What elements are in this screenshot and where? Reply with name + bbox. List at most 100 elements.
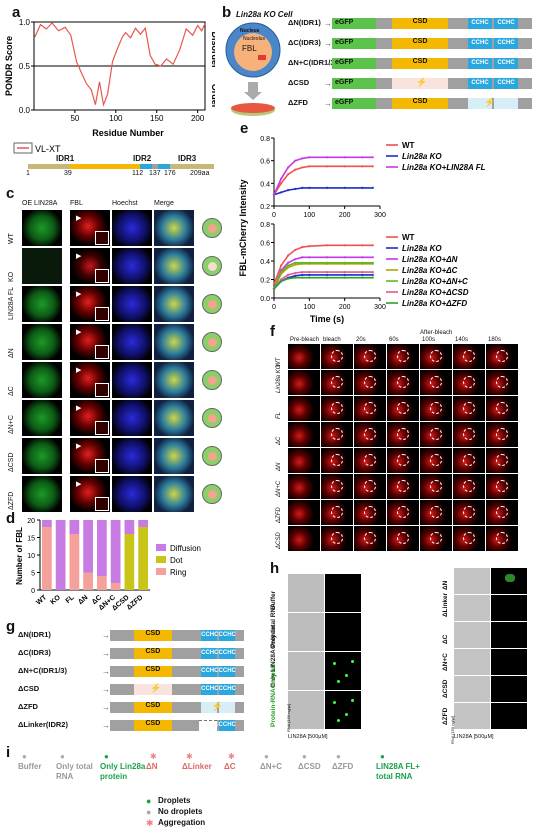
row-label: ΔZFD [8,491,15,510]
frap-image-cell [486,370,518,395]
frap-point [361,256,364,259]
legend-text: Lin28a KO+LIN28A FL [402,163,486,172]
x-tick-label: 150 [150,114,164,123]
column-header: 180s [488,337,502,343]
microscopy-cell [22,438,62,474]
frap-point [343,156,346,159]
frap-point [361,276,364,279]
frap-point [308,186,311,190]
row-label: ΔCSD [442,679,449,698]
construct-label: ΔCSD [288,78,310,87]
arrowhead-icon: ▶ [76,253,82,260]
frap-point [325,270,329,274]
row-label: ΔN [8,348,15,358]
frap-image-cell [288,526,320,551]
cchc-domain: CCHC [218,684,236,695]
frap-point [371,186,375,190]
row-label: ΔN [442,580,449,590]
microscopy-cell [22,324,62,360]
arrow-icon: → [324,19,332,28]
frap-point [286,264,290,267]
csd-domain: CSD [134,648,172,659]
frap-image-cell [420,422,452,447]
frap-series-line [273,244,373,285]
x-tick-label: 100 [109,114,123,123]
bleach-circle [397,350,409,362]
y-tick-label: 1.0 [19,18,31,27]
frap-point [272,287,276,290]
arrowhead-icon: ▶ [76,443,82,450]
category-label: WT [35,594,48,607]
panel-d-label: d [6,510,16,527]
frap-image-cell [321,344,353,369]
cchc-domain: CCHC [468,38,492,49]
frap-image-cell [420,526,452,551]
aggregation-icon: ✱ [146,818,154,828]
x-tick-label: 0 [272,304,276,311]
y-tick-label: 0.6 [260,159,270,166]
frap-point [361,273,364,277]
frap-point [308,270,311,274]
frap-image-cell [288,474,320,499]
brightfield-cell [454,703,490,729]
bar-segment [138,527,148,590]
frap-point [325,186,329,190]
fluorescence-cell [491,595,527,621]
fluorescence-cell [491,622,527,648]
fluorescence-cell [491,649,527,675]
frap-image-cell [420,500,452,525]
microscopy-cell [22,248,62,284]
y-axis-label: PONDR Score [4,36,14,96]
y-tick-label: 0 [31,588,35,595]
microscopy-cell [22,362,62,398]
frap-image-cell [321,474,353,499]
cell-title: Lin28a KO Cell [236,10,293,19]
frap-point [343,273,346,277]
category-label: ΔN [77,594,89,606]
column-header: Pre-bleach [290,337,320,343]
bleach-circle [364,532,376,544]
construct-label: ΔCSD [18,684,40,693]
cchc-domain: CCHC [201,666,218,677]
x-axis-label: Residue Number [92,128,164,138]
fluorescence-cell [491,703,527,729]
droplet-icon: ● [104,752,109,761]
microscopy-cell [154,438,194,474]
frap-image-cell [453,500,485,525]
csd-domain: CSD [134,702,172,713]
y-tick-label: 0.4 [260,259,270,266]
bleach-circle [430,350,442,362]
nucleolus-icon [208,262,217,271]
deleted-csd-domain [134,684,172,695]
frap-point [294,271,297,275]
bar-segment [69,534,80,590]
schematic-icon [202,256,222,276]
egfp-domain: eGFP [332,98,376,109]
fluorescence-cell [325,691,361,729]
nucleolus-icon [208,224,217,233]
frap-point [294,276,297,279]
frap-point [308,273,311,277]
legend-text: Lin28a KO+ΔZFD [402,299,467,308]
bleach-circle [364,350,376,362]
frap-point [325,276,329,279]
schematic-icon [202,218,222,238]
idr-tick: 209aa [190,170,210,177]
frap-point [343,256,346,259]
cchc-domain: CCHC [218,648,236,659]
after-bleach-header: After-bleach [420,330,453,336]
arrowhead-icon: ▶ [76,405,82,412]
summary-label: ΔC [224,762,236,771]
microscopy-grid-c: OE LIN28A FBL Hoechst Merge WT ▶ KO ▶ LIN28A FL ▶… [8,200,228,530]
aggregation-icon: ✱ [228,752,235,761]
schematic-icon [202,294,222,314]
microscopy-cell [22,400,62,436]
construct-list-g: ΔN(IDR1) → CSD CCHC CCHC ΔC(IDR3) → CSD CCHC CCHC… [18,630,244,740]
brightfield-cell [288,652,324,690]
bleach-circle [364,480,376,492]
csd-domain: CSD [392,18,448,29]
category-label: FL [65,594,77,605]
cchc-domain: CCHC [468,18,492,29]
bleach-circle [397,480,409,492]
